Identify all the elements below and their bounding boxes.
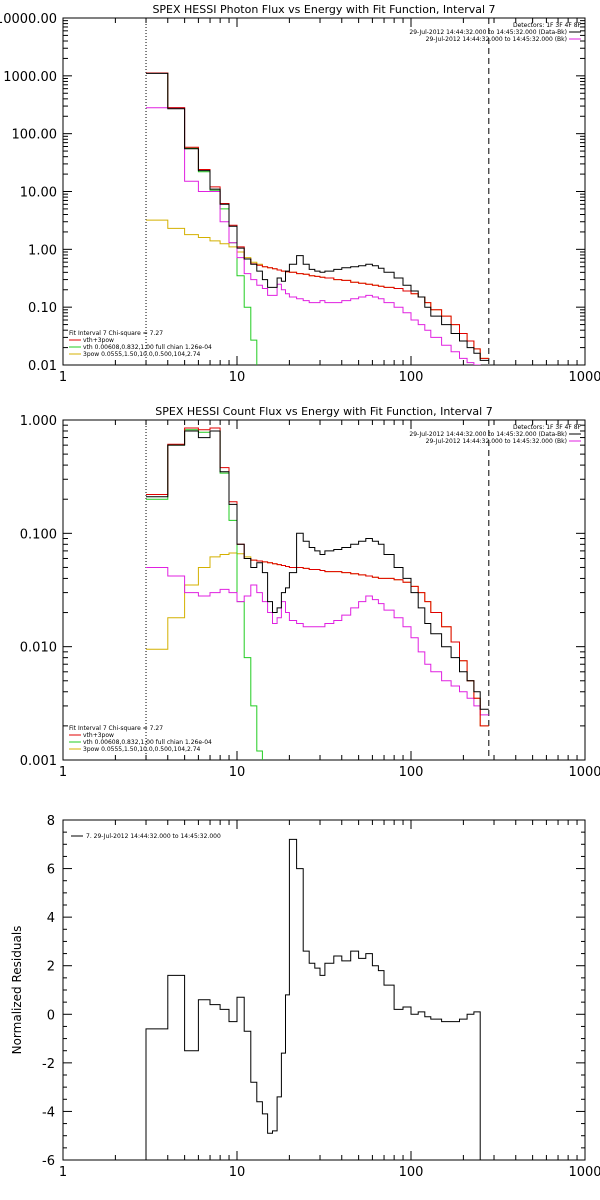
panel-3: 1 10 100 1000 -6 -4 -2 0 2 4 6 8 Normalized Residual… bbox=[10, 814, 600, 1180]
panel-2: SPEX HESSI Count Flux vs Energy with Fit… bbox=[20, 405, 600, 780]
y-tick-label: 10000.00 bbox=[0, 12, 57, 27]
y-tick-label: 1000.00 bbox=[3, 70, 57, 85]
legend-entry: 29-Jul-2012 14:44:32.000 to 14:45:32.000… bbox=[409, 29, 567, 36]
y-tick-label: 2 bbox=[47, 960, 55, 975]
y-tick-label: 10.00 bbox=[20, 186, 57, 201]
legend-detectors: Detectors: 1F 3F 4F 8F bbox=[513, 424, 582, 431]
y-tick-label: 0 bbox=[47, 1008, 55, 1023]
y-tick-label: -6 bbox=[42, 1154, 55, 1169]
legend-entry: 3pow 0.0555,1.50,10.0,0.500,104,2.74 bbox=[83, 746, 201, 753]
legend-fit-header: Fit Interval 7 Chi-square = 7.27 bbox=[69, 330, 163, 337]
series-7-29-jul-2012-14-44-32-000-to-14-45-32-000 bbox=[145, 838, 489, 1160]
x-tick-label: 10 bbox=[229, 765, 246, 780]
y-tick-label: 4 bbox=[47, 911, 55, 926]
y-tick-label: 0.01 bbox=[28, 359, 57, 374]
plot-frame bbox=[62, 819, 586, 1161]
plot-area bbox=[145, 420, 490, 760]
legend-entry: vth+3pow bbox=[83, 337, 114, 344]
legend-entry: 29-Jul-2012 14:44:32.000 to 14:45:32.000… bbox=[409, 431, 567, 438]
x-tick-label: 10 bbox=[229, 1165, 246, 1180]
legend-entry: 3pow 0.0555,1.50,10.0,0.500,104,2.74 bbox=[83, 351, 201, 358]
x-tick-label: 1000 bbox=[568, 1165, 600, 1180]
y-tick-label: 0.100 bbox=[20, 527, 57, 542]
legend-entry: 7. 29-Jul-2012 14:44:32.000 to 14:45:32.… bbox=[86, 833, 221, 840]
series-vth-3pow bbox=[146, 427, 489, 727]
x-tick-label: 1 bbox=[59, 1165, 67, 1180]
x-tick-label: 1 bbox=[59, 765, 67, 780]
legend-fit-header: Fit Interval 7 Chi-square = 7.27 bbox=[69, 725, 163, 732]
x-tick-label: 100 bbox=[399, 765, 424, 780]
series-vth bbox=[146, 429, 263, 760]
y-tick-label: -4 bbox=[42, 1105, 55, 1120]
y-tick-label: 0.10 bbox=[28, 301, 57, 316]
series-bk bbox=[146, 567, 489, 716]
x-tick-label: 10 bbox=[229, 370, 246, 385]
x-tick-label: 1000 bbox=[568, 765, 600, 780]
legend-entry: vth 0.00608,0.832,1.00 full chian 1.26e-… bbox=[83, 739, 212, 746]
plot-area bbox=[145, 18, 490, 365]
legend-entry: vth 0.00608,0.832,1.00 full chian 1.26e-… bbox=[83, 344, 212, 351]
y-tick-label: 6 bbox=[47, 863, 55, 878]
y-tick-label: 0.010 bbox=[20, 641, 57, 656]
x-tick-label: 1 bbox=[59, 370, 67, 385]
legend-entry: 29-Jul-2012 14:44:32.000 to 14:45:32.000… bbox=[426, 36, 567, 43]
y-tick-label: 1.00 bbox=[28, 243, 57, 258]
x-tick-label: 100 bbox=[399, 370, 424, 385]
y-tick-label: 100.00 bbox=[12, 128, 58, 143]
y-axis-label: Normalized Residuals bbox=[10, 926, 24, 1055]
panel-1: SPEX HESSI Photon Flux vs Energy with Fi… bbox=[0, 3, 600, 385]
series-data-bk bbox=[146, 430, 489, 710]
x-tick-label: 100 bbox=[399, 1165, 424, 1180]
y-tick-label: 8 bbox=[47, 814, 55, 829]
plot-area bbox=[145, 838, 489, 1160]
series-bk bbox=[146, 107, 481, 365]
legend-detectors: Detectors: 1F 3F 4F 8F bbox=[513, 22, 582, 29]
legend-entry: vth+3pow bbox=[83, 732, 114, 739]
series-vth bbox=[146, 72, 258, 365]
y-tick-label: -2 bbox=[42, 1057, 55, 1072]
series-data-bk bbox=[146, 72, 489, 361]
plot-frame bbox=[62, 419, 586, 761]
y-tick-label: 1.000 bbox=[20, 414, 57, 429]
series-vth-3pow bbox=[146, 72, 489, 359]
x-tick-label: 1000 bbox=[568, 370, 600, 385]
plot-frame bbox=[62, 17, 586, 366]
y-tick-label: 0.001 bbox=[20, 754, 57, 769]
chart-title: SPEX HESSI Count Flux vs Energy with Fit… bbox=[155, 405, 492, 418]
legend-entry: 29-Jul-2012 14:44:32.000 to 14:45:32.000… bbox=[426, 438, 567, 445]
series-3pow bbox=[146, 552, 489, 727]
chart-title: SPEX HESSI Photon Flux vs Energy with Fi… bbox=[152, 3, 495, 16]
